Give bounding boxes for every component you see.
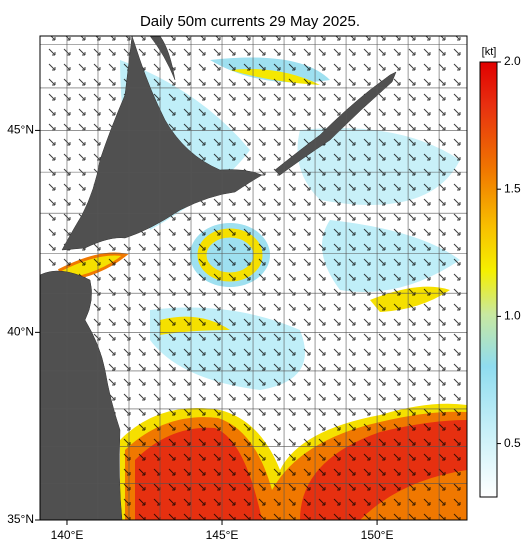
colorbar-tick-label: 1.0 xyxy=(504,309,521,323)
colorbar-tick-label: 2.0 xyxy=(504,54,521,68)
lat-tick-label: 40°N xyxy=(7,325,34,339)
colorbar-tick-label: 1.5 xyxy=(504,181,521,195)
current-field xyxy=(40,36,467,520)
lon-tick-label: 140°E xyxy=(51,528,84,542)
lon-tick-label: 150°E xyxy=(361,528,394,542)
lat-tick-label: 35°N xyxy=(7,512,34,526)
colorbar-tick-label: 0.5 xyxy=(504,436,521,450)
colorbar-unit: [kt] xyxy=(482,46,497,58)
map-frame xyxy=(39,35,468,521)
land xyxy=(40,36,397,520)
map-area xyxy=(40,36,467,520)
lat-tick-label: 45°N xyxy=(7,123,34,137)
title: Daily 50m currents 29 May 2025. xyxy=(140,13,360,30)
colorbar xyxy=(479,61,498,498)
lon-tick-label: 145°E xyxy=(206,528,239,542)
